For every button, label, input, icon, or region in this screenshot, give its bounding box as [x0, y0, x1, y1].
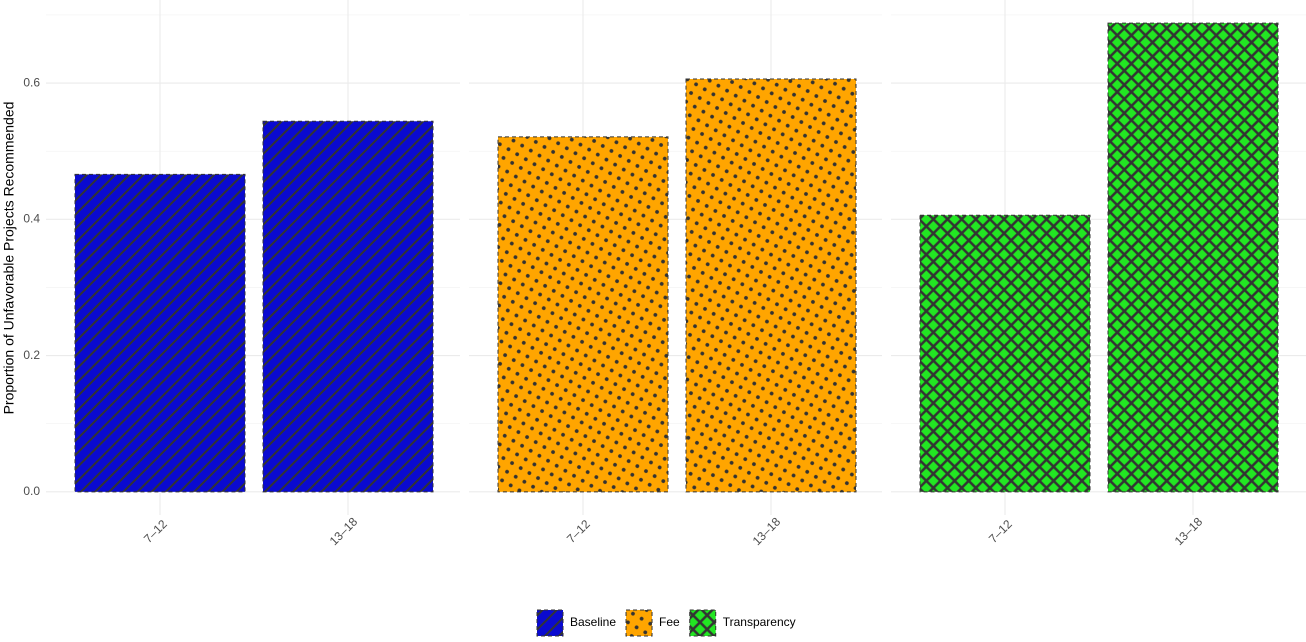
legend-key — [625, 609, 653, 637]
bar — [74, 173, 246, 493]
legend-key — [536, 609, 564, 637]
legend: Baseline Fee Transparency — [536, 609, 796, 637]
bar — [262, 120, 434, 493]
y-tick-label: 0.2 — [23, 348, 40, 362]
bar — [1107, 22, 1279, 493]
x-tick-label: 7‒12 — [564, 517, 593, 546]
x-tick-label: 7‒12 — [141, 517, 170, 546]
y-tick-label: 0.0 — [23, 484, 40, 498]
legend-label: Baseline — [570, 615, 616, 629]
legend-key — [689, 609, 717, 637]
y-tick-label: 0.6 — [23, 75, 40, 89]
legend-label: Fee — [659, 615, 680, 629]
x-tick-label: 13‒18 — [1172, 514, 1206, 548]
bar — [497, 136, 669, 493]
y-axis-label: Proportion of Unfavorable Projects Recom… — [1, 102, 17, 415]
x-tick-label: 13‒18 — [750, 514, 784, 548]
y-tick-label: 0.4 — [23, 212, 40, 226]
legend-label: Transparency — [723, 615, 796, 629]
bar — [919, 214, 1091, 493]
bar — [685, 78, 857, 493]
x-tick-label: 13‒18 — [327, 514, 361, 548]
x-tick-label: 7‒12 — [986, 517, 1015, 546]
